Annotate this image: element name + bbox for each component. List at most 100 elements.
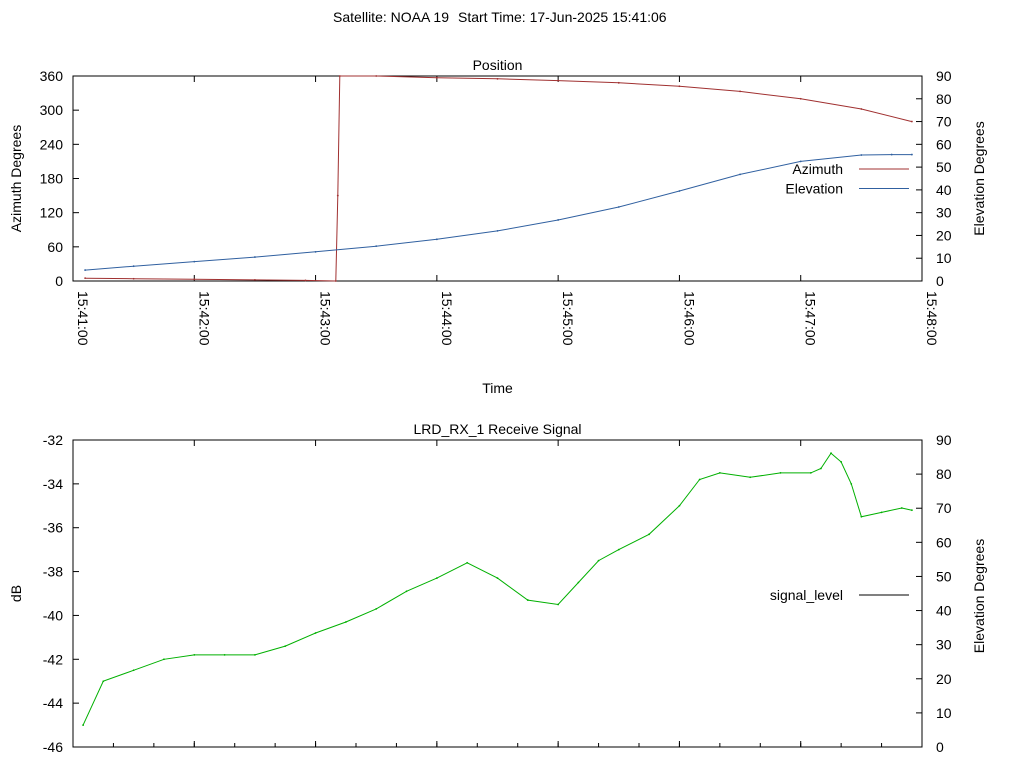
signal-level-point — [466, 561, 469, 564]
signal-level-point — [900, 507, 903, 509]
y2-tick-label: 50 — [936, 568, 952, 584]
y-tick-label: 240 — [40, 136, 64, 152]
x-tick-label: 15:44:00 — [439, 291, 455, 346]
x-tick-label: 15:42:00 — [196, 291, 212, 346]
signal-level-point — [678, 504, 681, 507]
y2-tick-label: 0 — [936, 739, 944, 755]
signal-level-point — [577, 581, 580, 584]
x-axis-label: Time — [482, 380, 513, 396]
y2-tick-label: 80 — [936, 91, 952, 107]
y-tick-label: 60 — [47, 239, 63, 255]
y2-tick-label: 20 — [936, 671, 952, 687]
elevation-point — [739, 173, 741, 176]
azimuth-point — [739, 90, 741, 93]
y-axis-label: dB — [8, 585, 24, 602]
azimuth-point — [860, 108, 863, 110]
signal-level-point — [344, 621, 347, 623]
azimuth-point — [336, 194, 339, 197]
y-tick-label: 300 — [40, 102, 64, 118]
y2-tick-label: 40 — [936, 603, 952, 619]
azimuth-point — [799, 97, 802, 100]
signal-level-point — [82, 724, 85, 726]
elevation-point — [84, 269, 87, 271]
elevation-point — [617, 206, 620, 208]
x-tick-label: 15:41:00 — [75, 291, 91, 346]
elevation-point — [496, 229, 499, 232]
y-tick-label: 120 — [40, 205, 64, 221]
signal-level-point — [910, 509, 913, 512]
azimuth-point — [193, 278, 196, 281]
signal-level-point — [597, 559, 600, 562]
x-tick-label: 15:47:00 — [803, 291, 819, 346]
elevation-point — [860, 154, 863, 156]
y2-tick-label: 0 — [936, 273, 944, 289]
y-tick-label: 180 — [40, 171, 64, 187]
signal-level-point — [718, 471, 721, 474]
y-tick-label: -32 — [43, 432, 63, 448]
y-tick-label: -44 — [43, 695, 63, 711]
signal-level-point — [223, 654, 226, 656]
signal-level-point — [779, 471, 782, 474]
y2-tick-label: 30 — [936, 637, 952, 653]
receive-signal-chart: LRD_RX_1 Receive Signal -46 -44 -42 -40 -38 -3… — [8, 421, 987, 755]
y2-tick-label: 60 — [936, 534, 952, 550]
signal-level-point — [314, 632, 317, 634]
elevation-point — [193, 260, 196, 263]
azimuth-point — [375, 75, 378, 77]
azimuth-point — [910, 120, 913, 123]
y2-tick-label: 10 — [936, 705, 952, 721]
signal-level-point — [163, 658, 165, 661]
azimuth-point — [338, 75, 341, 77]
azimuth-points — [84, 75, 913, 282]
elevation-point — [314, 250, 317, 253]
azimuth-legend-label: Azimuth — [792, 161, 843, 177]
elevation-point — [254, 256, 256, 258]
y-tick-label: -46 — [43, 739, 63, 755]
azimuth-point — [84, 277, 87, 280]
signal-level-point — [405, 590, 408, 593]
x-tick-label: 15:48:00 — [924, 291, 940, 346]
elevation-point — [435, 238, 438, 241]
plot-frame — [72, 439, 923, 748]
elevation-point — [890, 153, 893, 156]
azimuth-point — [254, 278, 256, 281]
y-tick-label: -42 — [43, 651, 63, 667]
azimuth-point — [132, 277, 135, 280]
y2-tick-label: 70 — [936, 500, 952, 516]
signal-level-legend-label: signal_level — [770, 587, 843, 603]
x-tick-label: 15:46:00 — [681, 291, 697, 346]
y2-tick-label: 70 — [936, 114, 952, 130]
elevation-points — [84, 153, 913, 271]
elevation-point — [557, 219, 560, 221]
y-tick-label: -40 — [43, 607, 63, 623]
elevation-legend-label: Elevation — [785, 181, 843, 197]
y2-tick-label: 10 — [936, 250, 952, 266]
signal-level-point — [840, 461, 843, 463]
azimuth-point — [617, 81, 620, 84]
signal-level-point — [830, 452, 832, 455]
signal-level-point — [820, 467, 822, 470]
elevation-point — [910, 153, 913, 156]
signal-level-point — [496, 577, 499, 580]
signal-level-point — [850, 482, 853, 485]
azimuth-point — [304, 279, 307, 282]
signal-level-point — [254, 654, 256, 656]
position-chart: Position 0 60 120 180 240 300 360 0 10 20 30 40 50 60 7… — [8, 57, 987, 396]
azimuth-point — [678, 85, 681, 88]
y2-axis-label: Elevation Degrees — [971, 539, 987, 653]
y2-tick-label: 40 — [936, 182, 952, 198]
signal-level-point — [557, 603, 560, 606]
y2-tick-label: 60 — [936, 136, 952, 152]
signal-level-point — [284, 645, 287, 648]
y2-tick-label: 50 — [936, 159, 952, 175]
y2-tick-label: 90 — [936, 68, 952, 84]
y2-tick-label: 90 — [936, 432, 952, 448]
signal-level-points — [82, 452, 913, 726]
signal-level-point — [648, 533, 651, 536]
x-tick-label: 15:45:00 — [560, 291, 576, 346]
azimuth-point — [557, 79, 560, 82]
azimuth-point — [435, 76, 438, 79]
y2-tick-label: 80 — [936, 466, 952, 482]
signal-level-point — [132, 669, 135, 672]
start-time: Start Time: 17-Jun-2025 15:41:06 — [458, 9, 667, 25]
